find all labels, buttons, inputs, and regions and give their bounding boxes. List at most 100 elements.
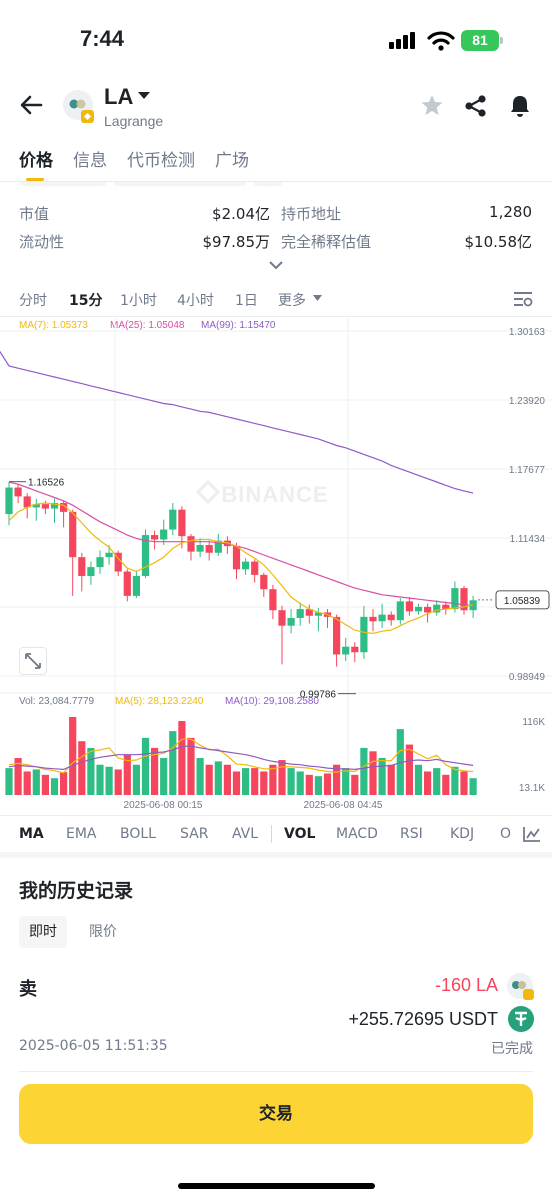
candle-body: [114, 552, 122, 572]
scroll-chip: [114, 182, 246, 186]
candle-body: [278, 610, 286, 626]
volume-bar: [151, 747, 159, 795]
volume-bar: [123, 754, 131, 795]
volume-bar: [469, 778, 477, 795]
price-chart[interactable]: BINANCE 1.30163 1.23920 1.17677 1.11434 0.989…: [0, 318, 552, 824]
caret-down-icon[interactable]: [313, 295, 322, 301]
candle-body: [396, 601, 404, 621]
candle-body: [333, 616, 341, 655]
ma25-legend: MA(25): 1.05048: [110, 320, 185, 331]
volume-bar: [96, 764, 104, 795]
candle-body: [433, 604, 441, 613]
indicator-kdj[interactable]: KDJ: [450, 826, 475, 842]
indicator-sar[interactable]: SAR: [180, 826, 209, 842]
volume-bar: [223, 764, 231, 795]
chart-top-divider: [0, 316, 552, 317]
volume-bar: [278, 760, 286, 795]
volume-bar: [205, 764, 213, 795]
indicator-macd[interactable]: MACD: [336, 826, 378, 842]
history-tab-limit[interactable]: 限价: [89, 924, 117, 940]
star-icon[interactable]: [421, 94, 443, 116]
interval-15m[interactable]: 15分: [69, 293, 103, 309]
indicator-ma[interactable]: MA: [19, 826, 44, 842]
alert-bell-icon[interactable]: [509, 94, 531, 118]
tab-token-check[interactable]: 代币检测: [127, 151, 195, 171]
liquidity-value: $97.85万: [202, 233, 271, 251]
volume-bar: [323, 773, 332, 795]
ma7-legend: MA(7): 1.05373: [19, 320, 88, 331]
volume-bar: [41, 774, 49, 795]
interval-1h[interactable]: 1小时: [120, 293, 157, 309]
candle-body: [451, 588, 459, 610]
candle-body: [96, 557, 104, 568]
cellular-signal-icon: [389, 32, 415, 49]
volume-bar: [132, 764, 140, 795]
candle-body: [141, 535, 150, 576]
volume-bar: [314, 776, 322, 795]
volume-bar: [460, 771, 468, 795]
trade-time: 2025-06-05 11:51:35: [19, 1038, 168, 1054]
caret-down-icon[interactable]: [138, 92, 150, 100]
indicator-vol[interactable]: VOL: [284, 826, 316, 842]
history-tab-instant[interactable]: 即时: [19, 916, 67, 948]
trade-status: 已完成: [491, 1041, 533, 1057]
indicator-separator: [271, 825, 272, 843]
candle-body: [378, 614, 386, 622]
candle-body: [5, 487, 13, 515]
time-axis-label: 2025-06-08 04:45: [304, 800, 383, 811]
volume-bar: [296, 771, 304, 795]
interval-4h[interactable]: 4小时: [177, 293, 214, 309]
candle-body: [305, 609, 313, 616]
volume-bar: [169, 731, 177, 795]
interval-line[interactable]: 分时: [19, 293, 47, 309]
indicator-more[interactable]: O: [500, 826, 512, 842]
indicator-boll[interactable]: BOLL: [120, 826, 156, 842]
tab-price[interactable]: 价格: [19, 151, 53, 171]
interval-1d[interactable]: 1日: [235, 293, 258, 309]
candle-body: [78, 557, 86, 576]
home-indicator: [178, 1183, 375, 1189]
trade-button[interactable]: 交易: [19, 1084, 533, 1144]
interval-more[interactable]: 更多: [278, 293, 306, 309]
volume-bar: [433, 768, 441, 795]
tabs-divider: [0, 181, 552, 182]
indicator-ema[interactable]: EMA: [66, 826, 97, 842]
history-divider: [19, 1071, 533, 1072]
holders-label: 持币地址: [281, 205, 342, 223]
candle-body: [69, 511, 77, 558]
candle-body: [196, 545, 204, 552]
indicator-avl[interactable]: AVL: [232, 826, 259, 842]
volume-bar: [160, 758, 168, 795]
share-icon[interactable]: [465, 95, 487, 117]
last-price-label: 1.05839: [504, 596, 541, 607]
volume-bar: [260, 771, 268, 795]
expand-chevron-icon[interactable]: [269, 261, 283, 270]
history-title: 我的历史记录: [19, 880, 134, 902]
tab-info[interactable]: 信息: [73, 151, 107, 171]
volume-bar: [351, 774, 359, 795]
volume-bar: [269, 764, 277, 795]
tab-square[interactable]: 广场: [215, 151, 249, 171]
token-logo-icon: [63, 90, 95, 123]
candle-body: [269, 589, 277, 611]
candle-body: [296, 609, 304, 618]
candle-body: [360, 616, 368, 653]
fullscreen-button[interactable]: [19, 647, 47, 675]
candle-body: [351, 646, 359, 653]
holders-value: 1,280: [489, 203, 532, 221]
indicator-rsi[interactable]: RSI: [400, 826, 423, 842]
candle-body: [32, 504, 40, 508]
liquidity-label: 流动性: [19, 233, 65, 251]
volume-bar: [32, 769, 40, 795]
candle-body: [178, 509, 186, 537]
indicator-chart-icon[interactable]: [523, 827, 540, 842]
trade-amount: -160 LA: [434, 975, 498, 995]
candle-body: [442, 604, 450, 610]
volume-bar: [87, 747, 95, 795]
battery-tip: [500, 37, 503, 44]
scroll-chip: [20, 182, 106, 186]
candle-body: [242, 561, 250, 570]
token-symbol[interactable]: LA: [104, 84, 134, 109]
back-arrow-icon[interactable]: [20, 94, 44, 116]
chart-settings-icon[interactable]: [513, 291, 533, 307]
